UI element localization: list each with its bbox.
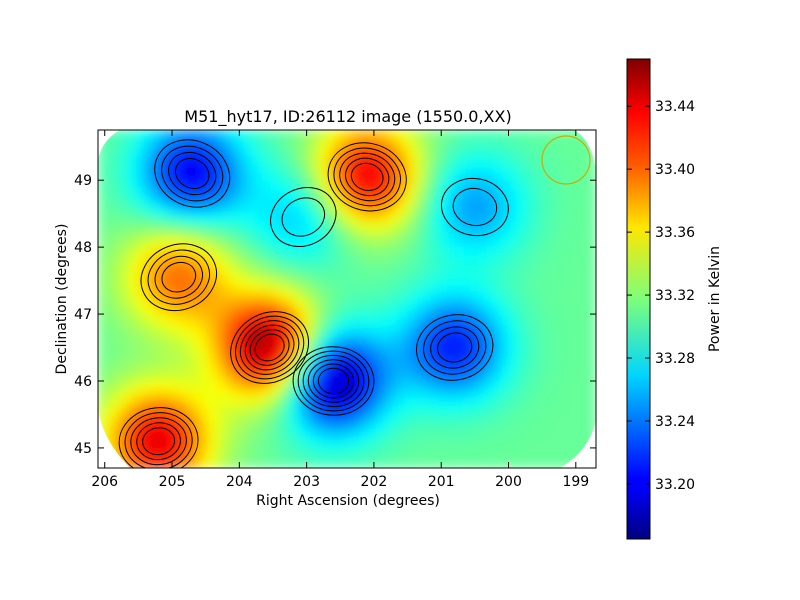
colorbar-label: Power in Kelvin <box>707 246 723 352</box>
contour-line <box>244 324 295 371</box>
contour-line <box>118 407 199 468</box>
contour-line <box>437 332 473 363</box>
contour-line <box>154 139 231 208</box>
x-axis-label: Right Ascension (degrees) <box>256 493 440 509</box>
contour-line <box>130 417 187 466</box>
contour-line <box>339 152 396 202</box>
contour-line <box>333 147 401 207</box>
contour-line <box>161 261 197 293</box>
contour-line <box>142 427 176 456</box>
colorbar-tick-label: 33.36 <box>655 225 695 241</box>
contour-line <box>124 412 193 468</box>
colorbar: 33.20 33.24 33.28 33.32 33.36 33.40 33.44 Powe… <box>626 58 723 540</box>
x-tick-label: 201 <box>428 474 455 490</box>
beam-circle <box>541 135 591 185</box>
contour-line <box>423 320 487 375</box>
y-tick-label: 47 <box>74 307 92 323</box>
contour-line <box>168 151 217 196</box>
colorbar-tick-label: 33.24 <box>655 414 695 430</box>
x-tick-label: 204 <box>226 474 253 490</box>
plot-frame <box>97 129 597 469</box>
x-tick-label: 205 <box>159 474 186 490</box>
contour-line <box>440 177 509 237</box>
y-tick-label: 49 <box>74 173 92 189</box>
contour-line <box>136 422 181 461</box>
x-tick-label: 203 <box>293 474 320 490</box>
contour-line <box>430 326 480 369</box>
contour-line <box>292 346 375 416</box>
contour-line <box>317 367 350 395</box>
contour-line <box>452 187 498 227</box>
contour-line <box>254 333 285 362</box>
contour-line <box>147 249 211 305</box>
contour-line <box>230 311 310 384</box>
contour-line <box>345 157 390 197</box>
contour-line <box>239 320 300 375</box>
contour-line <box>302 354 365 408</box>
x-tick-label: 200 <box>495 474 522 490</box>
y-axis-label: Declination (degrees) <box>54 224 70 375</box>
y-tick-label: 45 <box>74 441 92 457</box>
contour-line <box>350 162 384 192</box>
x-tick-label: 202 <box>361 474 388 490</box>
heatmap-area <box>98 130 596 468</box>
colorbar-gradient <box>626 58 651 540</box>
contour-line <box>235 315 305 380</box>
contour-line <box>297 350 370 412</box>
contour-line <box>312 363 355 399</box>
chart-title: M51_hyt17, ID:26112 image (1550.0,XX) <box>184 107 511 127</box>
y-tick-label: 46 <box>74 374 92 390</box>
contour-line <box>416 314 494 381</box>
colorbar-tick-label: 33.32 <box>655 288 695 304</box>
contour-line <box>307 359 360 403</box>
contour-line <box>174 158 210 189</box>
x-tick-label: 206 <box>91 474 118 490</box>
y-axis: 45 46 47 48 49 <box>74 173 596 457</box>
x-axis: 206 205 204 203 202 201 200 199 <box>91 130 589 490</box>
contour-line <box>140 243 217 312</box>
contour-line <box>249 329 290 366</box>
colorbar-tick-label: 33.40 <box>655 162 695 178</box>
contour-line <box>154 255 204 299</box>
white-corner-masks <box>98 130 596 468</box>
y-tick-label: 48 <box>74 240 92 256</box>
contour-line <box>281 197 326 237</box>
x-tick-label: 199 <box>562 474 589 490</box>
colorbar-tick-label: 33.44 <box>655 99 695 115</box>
contour-line <box>327 142 407 212</box>
colorbar-tick-label: 33.20 <box>655 477 695 493</box>
colorbar-tick-label: 33.28 <box>655 351 695 367</box>
contour-line <box>161 145 224 202</box>
contour-line <box>270 187 337 247</box>
